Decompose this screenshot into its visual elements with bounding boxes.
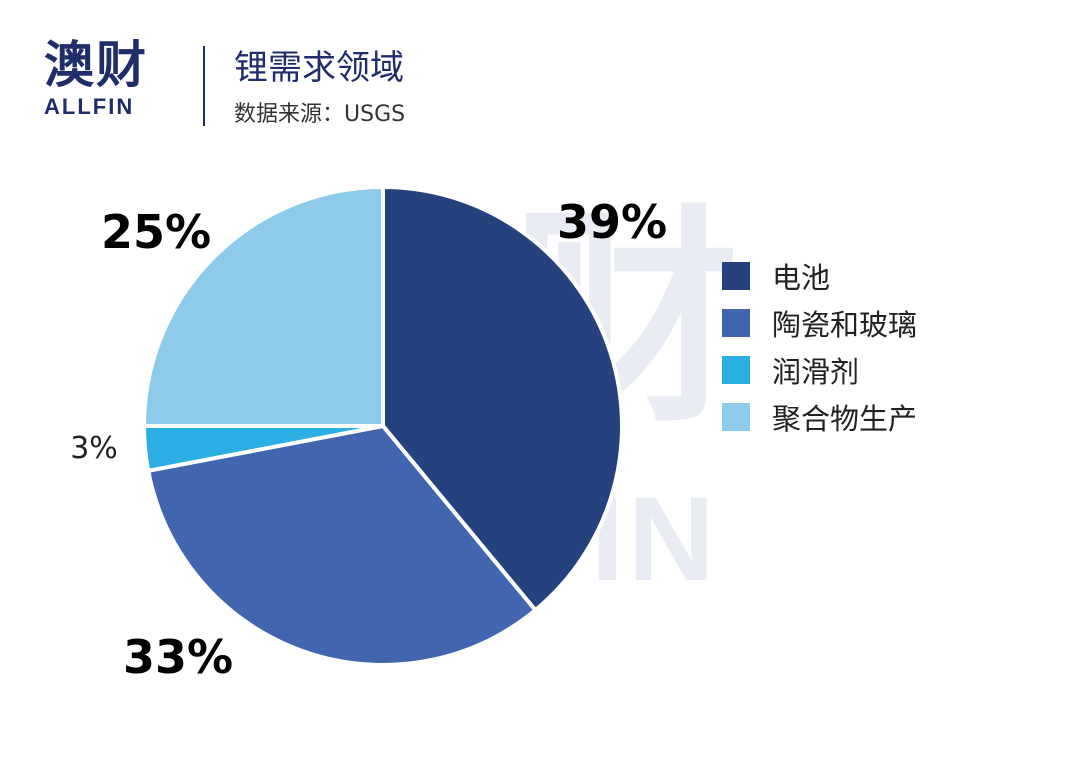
pie-slice-1	[381, 184, 624, 613]
legend-swatch	[722, 261, 750, 290]
brand-logo: 澳财 ALLFIN	[44, 36, 169, 120]
legend-label: 陶瓷和玻璃	[772, 307, 918, 342]
legend-label: 电池	[772, 260, 831, 295]
legend-item: 润滑剂	[722, 346, 917, 393]
legend-item: 陶瓷和玻璃	[722, 299, 917, 346]
legend-label: 聚合物生产	[772, 401, 918, 436]
logo-chinese-text: 澳财	[44, 36, 148, 94]
legend-swatch	[722, 308, 750, 337]
pie-slice-2	[145, 423, 539, 667]
slice-percent-label: 25%	[101, 205, 211, 259]
legend-label: 润滑剂	[772, 354, 860, 389]
slice-percent-label: 3%	[70, 431, 118, 466]
slice-percent-label: 33%	[123, 630, 233, 684]
slice-percent-label: 39%	[557, 195, 667, 249]
pie-slice-4	[141, 184, 385, 428]
chart-title: 锂需求领域	[234, 48, 404, 88]
legend-swatch	[722, 355, 750, 384]
legend-item: 聚合物生产	[722, 393, 917, 440]
legend: 电池 陶瓷和玻璃 润滑剂 聚合物生产	[722, 252, 917, 440]
logo-english-text: ALLFIN	[44, 94, 135, 119]
header-divider	[203, 46, 205, 126]
data-source: 数据来源：USGS	[234, 102, 406, 127]
legend-swatch	[722, 402, 750, 431]
legend-item: 电池	[722, 252, 917, 299]
